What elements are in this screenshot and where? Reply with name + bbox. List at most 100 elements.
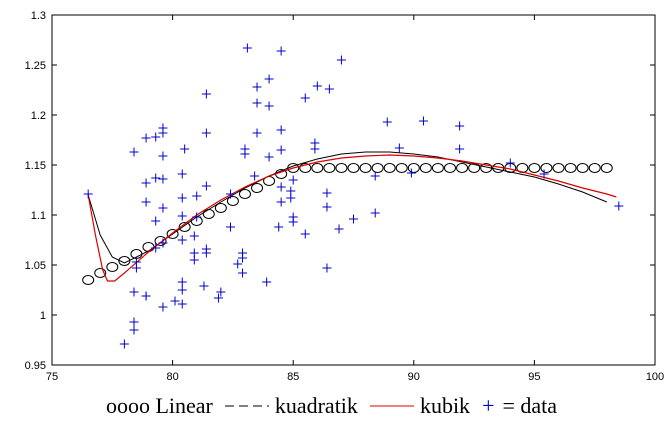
y-tick-label: 1.2 [31,110,46,122]
data-point [276,46,286,56]
linear-point [82,275,95,285]
x-tick-label: 75 [46,371,58,380]
linear-point [359,163,372,173]
data-point [252,98,262,108]
x-tick-label: 100 [646,371,664,380]
data-point [274,222,284,232]
linear-point [118,256,131,266]
x-tick-label: 85 [287,371,299,380]
data-point [262,277,272,287]
linear-point [395,163,408,173]
data-point [276,182,286,192]
linear-point [154,236,167,246]
data-point [300,229,310,239]
linear-point [238,189,251,199]
data-point [177,235,187,245]
data-point [370,171,380,181]
legend-kuadratik-label: kuadratik [274,393,358,418]
y-tick-label: 1.3 [31,10,46,22]
data-point [276,125,286,135]
data-point [189,248,199,258]
data-point [177,169,187,179]
linear-point [600,163,613,173]
data-point [201,244,211,254]
linear-point [214,203,227,213]
data-point [141,291,151,301]
linear-point [226,196,239,206]
data-point [334,224,344,234]
data-point [322,202,332,212]
y-tick-label: 1 [40,310,46,322]
linear-point [251,183,264,193]
y-tick-label: 1.1 [31,210,46,222]
axis-ticks: 75 80 85 90 95 100 0.95 1 1.05 1.1 1.15 1.2 1.25 1.3 [25,10,665,380]
data-point [201,128,211,138]
kuadratik-line [87,151,607,264]
data-point [151,216,161,226]
kubik-line [87,154,617,282]
data-point [225,222,235,232]
linear-point [588,163,601,173]
data-point [177,299,187,309]
legend-kubik-swatch [369,405,414,407]
data-point [240,144,250,154]
data-point [455,121,465,131]
data-point [394,143,404,153]
data-point [189,231,199,241]
linear-point [106,262,119,272]
linear-point [576,163,589,173]
data-point [158,203,168,213]
data-point [322,263,332,273]
data-point [199,281,209,291]
data-point [151,132,161,142]
legend-kubik-label: kubik [419,393,471,418]
legend-linear-label: Linear [155,393,213,418]
data-point [151,173,161,183]
data-point [151,243,161,253]
data-point [418,116,428,126]
data-point [614,201,624,211]
data-point [286,186,296,196]
legend-kuadratik-swatch [224,405,269,407]
x-tick-label: 80 [166,371,178,380]
data-point [264,101,274,111]
linear-point [94,268,107,278]
data-point [129,287,139,297]
data-point [238,248,248,258]
kubik-series [87,154,617,282]
linear-point [323,163,336,173]
data-point [252,82,262,92]
legend-item-kubik: kubik [364,393,470,419]
data-point [192,212,202,222]
data-point [250,171,260,181]
data-point [225,189,235,199]
data-point [288,217,298,227]
linear-point [528,163,541,173]
data-point [312,81,322,91]
data-point [406,168,416,178]
data-point [322,188,332,198]
data-point [129,147,139,157]
chart: 75 80 85 90 95 100 0.95 1 1.05 1.1 1.15 1.2 1.25 1.3 [25,10,665,380]
data-point [141,197,151,207]
data-point [238,268,248,278]
linear-point [383,163,396,173]
data-point [288,175,298,185]
data-point [201,181,211,191]
data-point [131,257,141,267]
linear-point [456,163,469,173]
linear-point [552,163,565,173]
data-point [192,191,202,201]
data-point [180,144,190,154]
data-point [83,189,93,199]
data-point [129,325,139,335]
data-point [158,174,168,184]
data-point [141,133,151,143]
data-point [158,302,168,312]
linear-point [347,163,360,173]
data-point [336,55,346,65]
linear-point [178,222,191,232]
data-point [252,128,262,138]
data-point [300,93,310,103]
plot-area [51,14,656,366]
